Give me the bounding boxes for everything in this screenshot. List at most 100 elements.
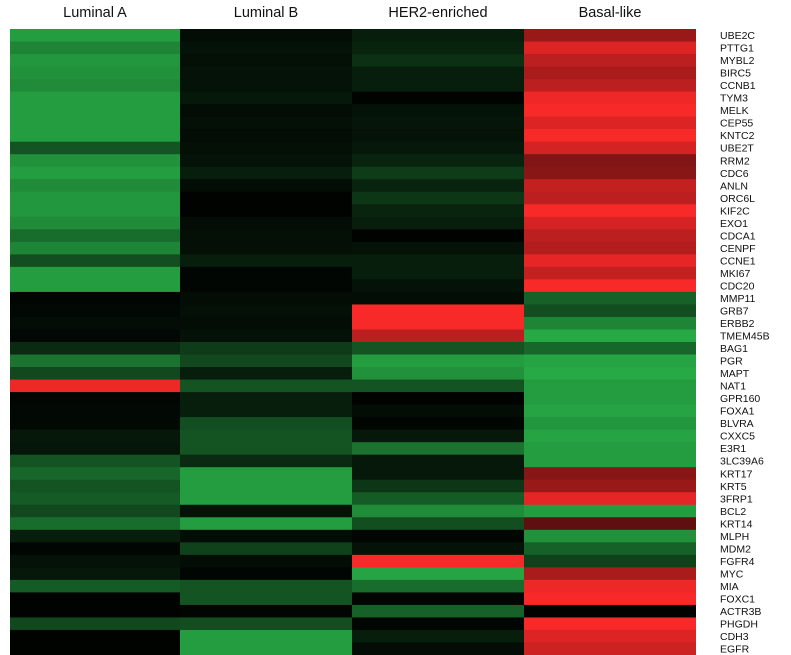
heatmap-cell-blvra-basal-like xyxy=(524,417,696,430)
heatmap-cell-ccne1-basal-like xyxy=(524,254,696,267)
heatmap-cell-kif2c-basal-like xyxy=(524,204,696,217)
heatmap-cell-mia-luminal-a xyxy=(10,580,180,593)
heatmap-cell-ccne1-luminal-b xyxy=(180,254,352,267)
heatmap-cell-ube2t-basal-like xyxy=(524,142,696,155)
row-label-3frp1: 3FRP1 xyxy=(720,493,753,505)
heatmap-cell-rrm2-basal-like xyxy=(524,154,696,167)
heatmap-cell-mia-luminal-b xyxy=(180,580,352,593)
row-label-orc6l: ORC6L xyxy=(720,193,755,205)
heatmap-cell-tym3-basal-like xyxy=(524,92,696,105)
heatmap-cell-cdca1-luminal-a xyxy=(10,229,180,242)
heatmap-cell-phgdh-luminal-b xyxy=(180,617,352,630)
heatmap-cell-pgr-luminal-a xyxy=(10,355,180,368)
heatmap-cell-e3r1-luminal-b xyxy=(180,442,352,455)
heatmap-cell-cxxc5-basal-like xyxy=(524,430,696,443)
heatmap-cell-ube2t-luminal-b xyxy=(180,142,352,155)
heatmap-cell-cxxc5-luminal-a xyxy=(10,430,180,443)
heatmap-cell-e3r1-luminal-a xyxy=(10,442,180,455)
heatmap-cell-cdc6-her2-enriched xyxy=(352,167,524,180)
heatmap-cell-mlph-her2-enriched xyxy=(352,530,524,543)
heatmap-cell-myc-her2-enriched xyxy=(352,567,524,580)
heatmap-cell-egfr-basal-like xyxy=(524,642,696,655)
row-label-mki67: MKI67 xyxy=(720,268,751,280)
heatmap-cell-erbb2-basal-like xyxy=(524,317,696,330)
heatmap-cell-mapt-luminal-b xyxy=(180,367,352,380)
row-label-blvra: BLVRA xyxy=(720,418,754,430)
heatmap-cell-mki67-basal-like xyxy=(524,267,696,280)
row-label-phgdh: PHGDH xyxy=(720,619,758,631)
heatmap-cell-gpr160-basal-like xyxy=(524,392,696,405)
row-label-cxxc5: CXXC5 xyxy=(720,431,755,443)
heatmap-cell-kntc2-basal-like xyxy=(524,129,696,142)
heatmap-cell-bag1-her2-enriched xyxy=(352,342,524,355)
heatmap-cell-foxa1-basal-like xyxy=(524,405,696,418)
heatmap-cell-foxa1-luminal-b xyxy=(180,405,352,418)
heatmap-cell-krt5-basal-like xyxy=(524,480,696,493)
heatmap-cell-cxxc5-luminal-b xyxy=(180,430,352,443)
heatmap-cell-anln-her2-enriched xyxy=(352,179,524,192)
heatmap-cell-nat1-her2-enriched xyxy=(352,380,524,393)
row-label-mapt: MAPT xyxy=(720,368,750,380)
heatmap-cell-mybl2-her2-enriched xyxy=(352,54,524,67)
heatmap-cell-cxxc5-her2-enriched xyxy=(352,430,524,443)
heatmap-cell-nat1-basal-like xyxy=(524,380,696,393)
heatmap-cell-rrm2-luminal-b xyxy=(180,154,352,167)
heatmap-cell-orc6l-her2-enriched xyxy=(352,192,524,205)
heatmap-cell-mdm2-luminal-a xyxy=(10,542,180,555)
heatmap-cell-cdh3-basal-like xyxy=(524,630,696,643)
heatmap-cell-blvra-her2-enriched xyxy=(352,417,524,430)
heatmap-cell-nat1-luminal-a xyxy=(10,380,180,393)
heatmap-cell-grb7-basal-like xyxy=(524,304,696,317)
heatmap-cell-mmp11-luminal-b xyxy=(180,292,352,305)
heatmap-cell-fgfr4-luminal-b xyxy=(180,555,352,568)
heatmap-cell-cenpf-basal-like xyxy=(524,242,696,255)
heatmap-cell-e3r1-her2-enriched xyxy=(352,442,524,455)
heatmap-cell-cdca1-luminal-b xyxy=(180,229,352,242)
row-label-foxc1: FOXC1 xyxy=(720,593,755,605)
heatmap-cell-cep55-luminal-a xyxy=(10,117,180,130)
heatmap-cell-e3r1-basal-like xyxy=(524,442,696,455)
heatmap-cell-foxa1-her2-enriched xyxy=(352,405,524,418)
heatmap-cell-cenpf-luminal-b xyxy=(180,242,352,255)
heatmap-cell-krt5-luminal-a xyxy=(10,480,180,493)
heatmap-cell-foxc1-basal-like xyxy=(524,592,696,605)
heatmap-cell-actr3b-basal-like xyxy=(524,605,696,618)
heatmap-cell-cdc20-basal-like xyxy=(524,279,696,292)
row-label-mybl2: MYBL2 xyxy=(720,55,755,67)
heatmap-cell-mia-her2-enriched xyxy=(352,580,524,593)
heatmap-cell-krt17-basal-like xyxy=(524,467,696,480)
heatmap-cell-krt5-luminal-b xyxy=(180,480,352,493)
row-label-krt14: KRT14 xyxy=(720,518,753,530)
row-label-tym3: TYM3 xyxy=(720,93,748,105)
heatmap-cell-grb7-her2-enriched xyxy=(352,304,524,317)
row-label-pgr: PGR xyxy=(720,356,743,368)
heatmap-cell-ccnb1-her2-enriched xyxy=(352,79,524,92)
heatmap-cell-orc6l-luminal-a xyxy=(10,192,180,205)
heatmap-cell-mmp11-her2-enriched xyxy=(352,292,524,305)
heatmap-cell-bcl2-her2-enriched xyxy=(352,505,524,518)
heatmap-cell-krt14-her2-enriched xyxy=(352,517,524,530)
row-label-ube2c: UBE2C xyxy=(720,30,755,42)
heatmap-cell-mapt-her2-enriched xyxy=(352,367,524,380)
heatmap-cell-tym3-her2-enriched xyxy=(352,92,524,105)
heatmap-cell-cdc20-luminal-a xyxy=(10,279,180,292)
heatmap-cell-phgdh-her2-enriched xyxy=(352,617,524,630)
heatmap-cell-ccne1-luminal-a xyxy=(10,254,180,267)
heatmap-cell-krt17-her2-enriched xyxy=(352,467,524,480)
heatmap-cell-3frp1-luminal-a xyxy=(10,492,180,505)
heatmap-cell-mdm2-her2-enriched xyxy=(352,542,524,555)
heatmap-cell-cdh3-her2-enriched xyxy=(352,630,524,643)
row-label-mdm2: MDM2 xyxy=(720,543,751,555)
heatmap-cell-mybl2-basal-like xyxy=(524,54,696,67)
row-label-kntc2: KNTC2 xyxy=(720,130,755,142)
row-label-rrm2: RRM2 xyxy=(720,155,750,167)
heatmap-cell-cep55-luminal-b xyxy=(180,117,352,130)
row-label-e3r1: E3R1 xyxy=(720,443,746,455)
heatmap-cell-grb7-luminal-b xyxy=(180,304,352,317)
heatmap-cell-melk-basal-like xyxy=(524,104,696,117)
heatmap-cell-tmem45b-basal-like xyxy=(524,329,696,342)
row-label-krt5: KRT5 xyxy=(720,481,747,493)
row-label-bag1: BAG1 xyxy=(720,343,748,355)
heatmap-cell-egfr-her2-enriched xyxy=(352,642,524,655)
